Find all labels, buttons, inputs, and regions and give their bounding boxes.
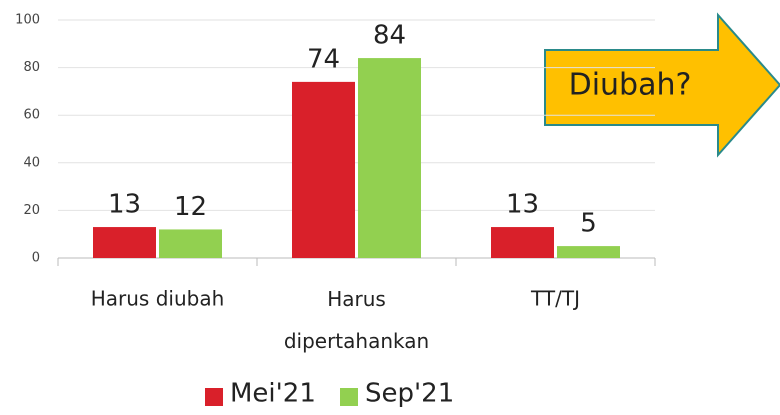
legend-label: Mei'21 bbox=[230, 379, 316, 409]
bar bbox=[557, 246, 620, 258]
y-tick-label: 80 bbox=[23, 60, 40, 75]
value-label: 13 bbox=[108, 190, 141, 220]
x-tick-label: TT/TJ bbox=[530, 287, 580, 311]
value-label: 74 bbox=[307, 44, 340, 74]
legend-swatch bbox=[205, 388, 223, 406]
bar bbox=[292, 81, 355, 258]
y-tick-label: 0 bbox=[32, 251, 40, 266]
legend-label: Sep'21 bbox=[365, 379, 454, 409]
bar bbox=[93, 227, 156, 258]
annotation: Diubah? bbox=[569, 68, 692, 103]
y-tick-label: 100 bbox=[15, 13, 40, 28]
value-label: 5 bbox=[580, 209, 597, 239]
value-label: 13 bbox=[506, 190, 539, 220]
bar bbox=[358, 58, 421, 258]
x-tick-label: Harus dipertahankan bbox=[284, 287, 429, 353]
bar bbox=[491, 227, 554, 258]
x-tick-label: Harus diubah bbox=[91, 287, 225, 311]
y-tick-label: 60 bbox=[23, 108, 40, 123]
annotation-arrow bbox=[544, 12, 780, 158]
y-tick-label: 20 bbox=[23, 203, 40, 218]
legend-swatch bbox=[340, 388, 358, 406]
value-label: 12 bbox=[174, 192, 207, 222]
y-tick-label: 40 bbox=[23, 155, 40, 170]
bar bbox=[159, 229, 222, 258]
value-label: 84 bbox=[373, 21, 406, 51]
